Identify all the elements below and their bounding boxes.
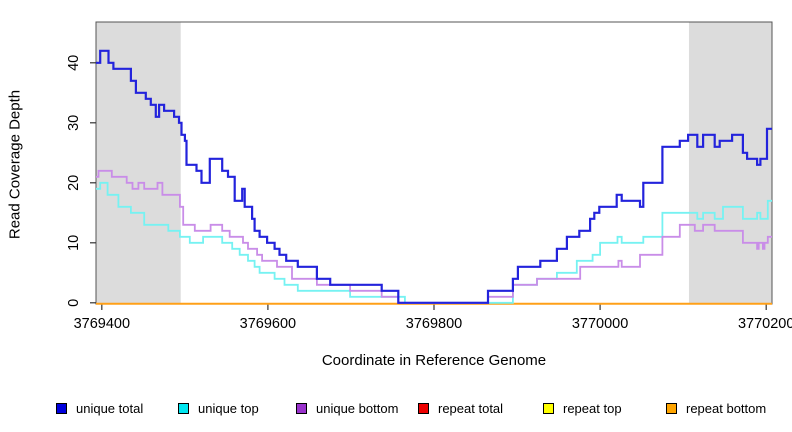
y-tick-label: 40 (66, 55, 82, 71)
legend-item-unique-top: unique top (178, 400, 259, 416)
legend-label: unique bottom (316, 400, 399, 416)
legend-item-repeat-top: repeat top (543, 400, 622, 416)
legend: unique total unique top unique bottom re… (0, 0, 792, 416)
legend-swatch-unique-total (56, 402, 67, 414)
legend-swatch-repeat-top (543, 402, 554, 414)
legend-swatch-repeat-bottom (666, 402, 677, 414)
x-tick-label: 3769800 (406, 316, 462, 332)
legend-label: repeat top (563, 400, 622, 416)
y-tick-label: 20 (66, 175, 82, 191)
y-axis-title: Read Coverage Depth (6, 89, 24, 240)
y-tick-label: 0 (66, 299, 82, 307)
series-unique-bottom (96, 169, 772, 304)
series-unique-total (96, 49, 772, 304)
legend-swatch-unique-top (178, 402, 189, 414)
legend-label: unique total (76, 400, 144, 416)
legend-label: unique top (198, 400, 259, 416)
x-tick-label: 3770000 (572, 316, 628, 332)
y-tick-label: 30 (66, 115, 82, 131)
legend-swatch-unique-bottom (296, 402, 307, 414)
legend-swatch-repeat-total (418, 402, 429, 414)
y-tick-label: 10 (66, 235, 82, 251)
series-unique-top (96, 181, 772, 304)
plot-border (95, 21, 773, 305)
legend-label: repeat bottom (686, 400, 767, 416)
shaded-region (96, 22, 181, 304)
x-tick-label: 3769600 (240, 316, 296, 332)
x-tick-label: 3769400 (74, 316, 130, 332)
legend-item-unique-bottom: unique bottom (296, 400, 399, 416)
legend-item-repeat-total: repeat total (418, 400, 504, 416)
legend-item-repeat-bottom: repeat bottom (666, 400, 767, 416)
x-tick-label: 3770200 (738, 316, 792, 332)
x-axis-title: Coordinate in Reference Genome (321, 352, 547, 369)
legend-label: repeat total (438, 400, 504, 416)
legend-item-unique-total: unique total (56, 400, 144, 416)
